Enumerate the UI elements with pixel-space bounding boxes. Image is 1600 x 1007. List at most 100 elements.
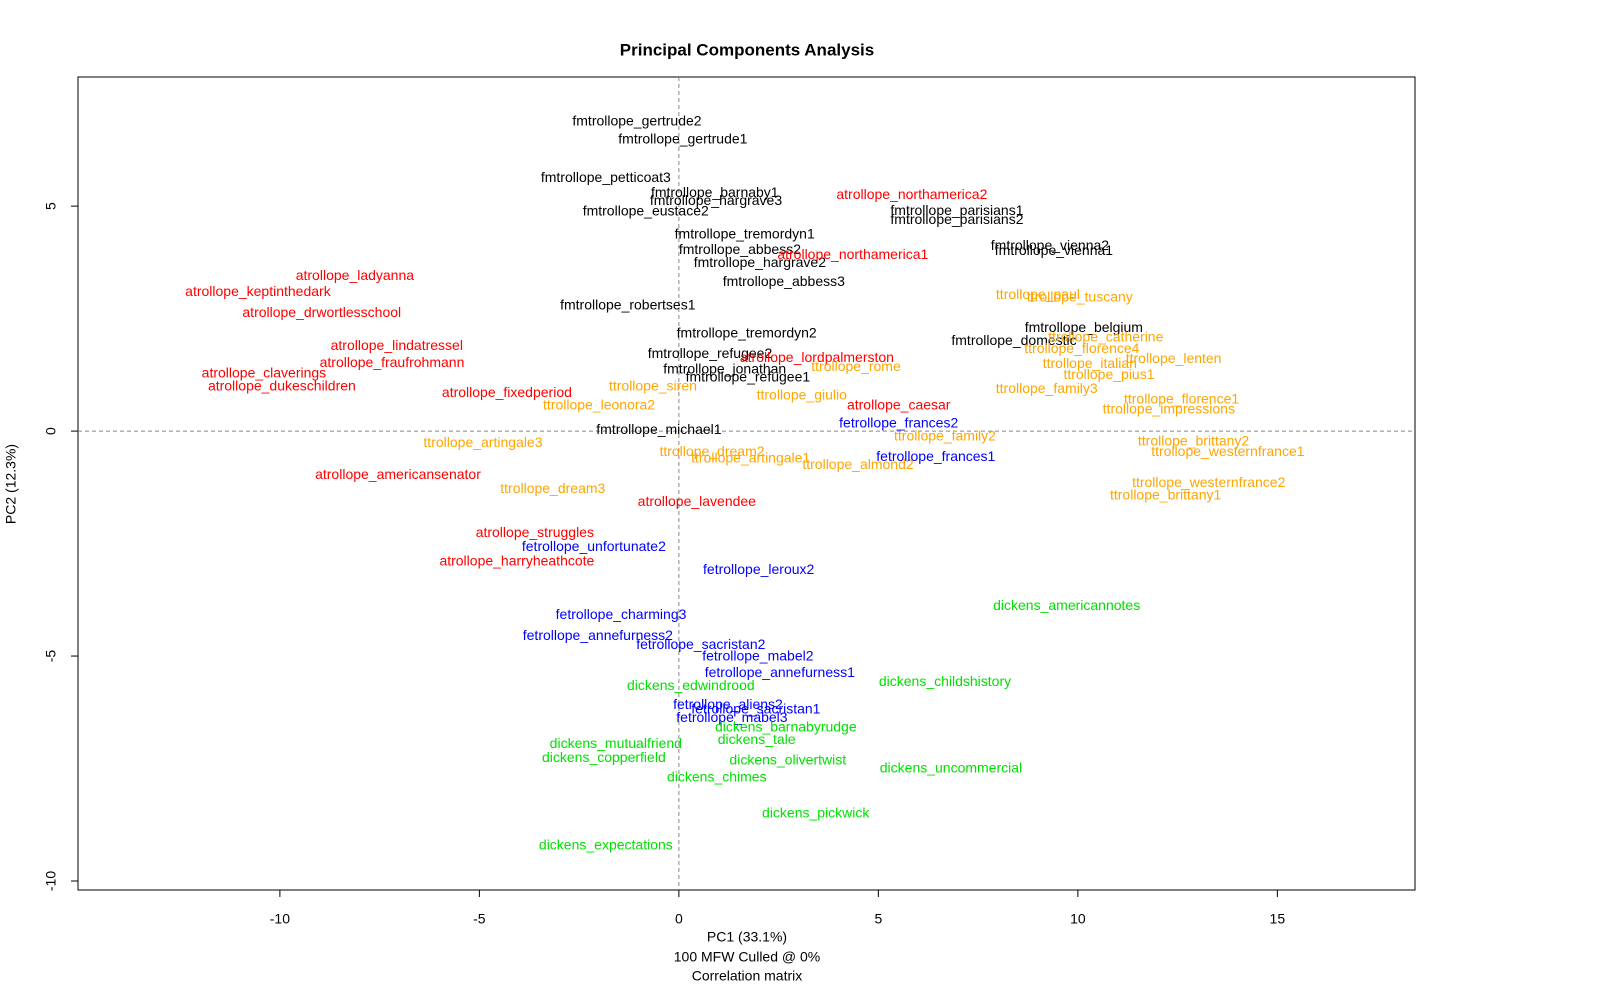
point-label: fmtrollope_refugee1 xyxy=(686,369,811,385)
point-label: fmtrollope_domestic xyxy=(951,332,1076,348)
y-tick-label: 0 xyxy=(43,427,59,435)
x-tick-label: 5 xyxy=(874,911,882,927)
x-tick-label: -5 xyxy=(473,911,486,927)
point-label: fmtrollope_gertrude2 xyxy=(572,113,701,129)
point-label: ttrollope_florence4 xyxy=(1024,340,1139,356)
x-axis-label: PC1 (33.1%) xyxy=(707,929,787,945)
point-label: ttrollope_leonora2 xyxy=(543,397,655,413)
point-label: ttrollope_paul xyxy=(996,286,1080,302)
point-label: dickens_tale xyxy=(718,731,796,747)
point-label: atrollope_northamerica2 xyxy=(836,186,987,202)
y-axis-label: PC2 (12.3%) xyxy=(3,444,19,524)
point-label: fmtrollope_barnaby1 xyxy=(651,184,779,200)
x-tick-label: 15 xyxy=(1270,911,1286,927)
point-label: atrollope_struggles xyxy=(476,524,594,540)
point-label: ttrollope_florence1 xyxy=(1124,391,1239,407)
point-label: dickens_pickwick xyxy=(762,805,870,821)
point-label: fetrollope_charming3 xyxy=(556,606,687,622)
point-label: ttrollope_dream2 xyxy=(659,443,764,459)
point-label: fetrollope_aliens2 xyxy=(673,696,783,712)
point-label: fmtrollope_abbess3 xyxy=(723,273,845,289)
point-label: ttrollope_impressions xyxy=(1103,401,1235,417)
point-label: fetrollope_leroux2 xyxy=(703,561,815,577)
point-label: fetrollope_frances1 xyxy=(876,448,995,464)
point-label: dickens_barnabyrudge xyxy=(715,719,857,735)
point-label: dickens_americannotes xyxy=(993,597,1140,613)
chart-title: Principal Components Analysis xyxy=(620,40,874,59)
point-label: atrollope_fixedperiod xyxy=(442,384,572,400)
point-label: ttrollope_giulio xyxy=(757,387,847,403)
point-label: fetrollope_sacristan1 xyxy=(691,701,820,717)
point-label: ttrollope_italian xyxy=(1043,355,1137,371)
point-label: atrollope_fraufrohmann xyxy=(320,354,465,370)
point-label: ttrollope_family2 xyxy=(894,428,996,444)
point-label: atrollope_americansenator xyxy=(315,466,481,482)
x-tick-label: 10 xyxy=(1070,911,1086,927)
point-label: atrollope_lindatressel xyxy=(331,337,463,353)
subtitle: Correlation matrix xyxy=(692,968,802,984)
point-label: atrollope_lordpalmerston xyxy=(740,349,894,365)
point-label: fmtrollope_eustace2 xyxy=(583,203,709,219)
point-label: ttrollope_lenten xyxy=(1126,350,1222,366)
point-label: fetrollope_sacristan2 xyxy=(636,636,765,652)
point-label: ttrollope_catherine xyxy=(1048,329,1163,345)
y-tick-label: 5 xyxy=(43,202,59,210)
point-label: fmtrollope_tremordyn2 xyxy=(677,325,817,341)
point-label: dickens_edwindrood xyxy=(627,677,755,693)
point-label: ttrollope_westernfrance2 xyxy=(1132,474,1286,490)
point-label: fmtrollope_refugee2 xyxy=(648,345,773,361)
point-label: fmtrollope_belgium xyxy=(1025,319,1143,335)
point-label: atrollope_drwortlesschool xyxy=(242,304,401,320)
point-label: atrollope_keptinthedark xyxy=(185,283,332,299)
point-label: fmtrollope_jonathan xyxy=(663,361,786,377)
x-tick-label: -10 xyxy=(270,911,290,927)
point-label: dickens_copperfield xyxy=(542,749,666,765)
point-label: fetrollope_annefurness1 xyxy=(705,664,855,680)
point-label: fmtrollope_petticoat3 xyxy=(541,169,671,185)
point-label: atrollope_lavendee xyxy=(638,493,757,509)
y-tick-label: -10 xyxy=(43,871,59,891)
point-label: fmtrollope_vienna2 xyxy=(991,237,1110,253)
plot-frame xyxy=(77,76,1416,891)
point-label: atrollope_caesar xyxy=(847,397,951,413)
point-label: dickens_chimes xyxy=(667,769,767,785)
point-label: fmtrollope_parisians2 xyxy=(890,211,1023,227)
point-label: ttrollope_brittany2 xyxy=(1138,433,1250,449)
point-label: ttrollope_artingale3 xyxy=(423,434,542,450)
point-label: ttrollope_brittany1 xyxy=(1110,487,1222,503)
point-label: fmtrollope_vienna1 xyxy=(995,242,1114,258)
point-label: atrollope_claverings xyxy=(202,365,327,381)
point-label: fetrollope_unfortunate2 xyxy=(522,538,666,554)
point-label: fmtrollope_robertses1 xyxy=(560,297,696,313)
point-label: fmtrollope_parisians1 xyxy=(890,202,1023,218)
point-label: ttrollope_artingale1 xyxy=(691,450,810,466)
point-label: ttrollope_pius1 xyxy=(1063,366,1154,382)
point-label: fetrollope_mabel3 xyxy=(676,709,788,725)
point-label: atrollope_ladyanna xyxy=(296,267,415,283)
x-tick-label: 0 xyxy=(675,911,683,927)
point-label: ttrollope_almond2 xyxy=(802,456,914,472)
point-label: ttrollope_family3 xyxy=(996,380,1098,396)
point-label: ttrollope_rome xyxy=(811,358,901,374)
point-label: dickens_uncommercial xyxy=(880,760,1022,776)
point-label: dickens_olivertwist xyxy=(729,752,846,768)
point-label: fmtrollope_tremordyn1 xyxy=(675,226,815,242)
point-label: fmtrollope_hargrave2 xyxy=(694,254,827,270)
point-label: fmtrollope_gertrude1 xyxy=(618,131,747,147)
point-label: atrollope_northamerica1 xyxy=(777,246,928,262)
point-label: atrollope_dukeschildren xyxy=(208,378,356,394)
point-label: dickens_childshistory xyxy=(879,673,1011,689)
y-tick-label: -5 xyxy=(43,650,59,663)
point-label: ttrollope_westernfrance1 xyxy=(1151,443,1305,459)
point-label: atrollope_harryheathcote xyxy=(439,553,594,569)
point-label: dickens_expectations xyxy=(539,837,673,853)
point-label: ttrollope_tuscany xyxy=(1027,289,1133,305)
point-label: fmtrollope_hargrave3 xyxy=(650,192,783,208)
point-label: fetrollope_mabel2 xyxy=(702,648,814,664)
point-label: dickens_mutualfriend xyxy=(550,735,682,751)
point-label: fetrollope_frances2 xyxy=(839,415,958,431)
point-label: fetrollope_annefurness2 xyxy=(523,627,673,643)
point-label: fmtrollope_abbess2 xyxy=(679,241,801,257)
point-label: fmtrollope_michael1 xyxy=(596,421,721,437)
